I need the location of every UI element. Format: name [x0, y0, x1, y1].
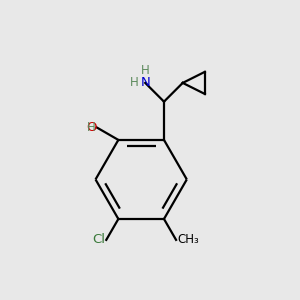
Text: Cl: Cl: [92, 233, 105, 246]
Text: H: H: [130, 76, 138, 89]
Text: H: H: [86, 121, 95, 134]
Text: CH₃: CH₃: [178, 233, 199, 246]
Text: O: O: [86, 121, 97, 134]
Text: H: H: [141, 64, 150, 77]
Text: N: N: [140, 76, 150, 89]
